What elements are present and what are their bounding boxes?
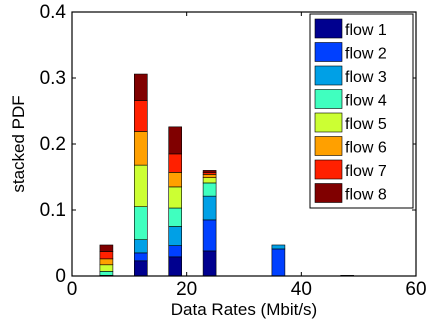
bar-segment-flow-3: [134, 239, 148, 254]
bar-segment-flow-8: [168, 126, 182, 155]
legend-label-flow-1: flow 1: [345, 22, 387, 39]
bar-segment-flow-5: [168, 186, 182, 209]
bar-segment-flow-1: [168, 256, 182, 277]
y-tick-label: 0.3: [40, 68, 66, 89]
bar-segment-flow-3: [271, 244, 286, 250]
bar-segment-flow-2: [134, 252, 148, 262]
bar-segment-flow-1: [202, 250, 217, 277]
x-tick-label: 20: [176, 279, 197, 300]
bar-segment-flow-3: [168, 226, 182, 246]
legend-label-flow-3: flow 3: [345, 69, 387, 86]
legend-label-flow-2: flow 2: [345, 46, 387, 63]
bar-segment-flow-1: [134, 260, 148, 277]
bar-segment-flow-2: [168, 245, 182, 258]
legend: flow 1 flow 2 flow 3 flow 4 flow 5 flow 6 flow…: [309, 13, 414, 209]
bar-segment-flow-6: [134, 131, 148, 166]
legend-label-flow-5: flow 5: [345, 116, 387, 133]
bar-segment-flow-7: [99, 251, 114, 260]
legend-swatch-flow-2: [314, 42, 343, 62]
legend-swatch-flow-7: [314, 159, 343, 180]
legend-swatch-flow-4: [314, 89, 343, 109]
bars-group: [99, 73, 355, 277]
legend-swatch-flow-8: [314, 183, 343, 203]
bar-segment-flow-8: [134, 73, 148, 101]
legend-label-flow-8: flow 8: [345, 187, 387, 204]
legend-swatch-flow-1: [314, 18, 343, 39]
bar-segment-flow-4: [134, 206, 148, 240]
ticks-group: 0 20 40 60 0 0.1 0.2 0.3 0.4: [40, 2, 427, 300]
legend-swatch-flow-6: [314, 136, 343, 156]
legend-label-flow-7: flow 7: [345, 163, 387, 180]
bar-segment-flow-7: [134, 100, 148, 132]
bar-segment-flow-2: [271, 248, 286, 277]
bar-segment-flow-6: [168, 172, 182, 188]
y-tick-label: 0.1: [40, 200, 66, 221]
bar-segment-flow-8: [99, 244, 114, 252]
x-tick-label: 0: [67, 279, 78, 300]
x-tick-label: 60: [405, 279, 426, 300]
legend-swatch-flow-3: [314, 65, 343, 86]
y-axis-label: stacked PDF: [9, 95, 28, 192]
bar-segment-flow-3: [202, 195, 217, 221]
legend-swatch-flow-5: [314, 112, 343, 133]
bar-segment-flow-2: [202, 219, 217, 252]
bar-segment-flow-4: [202, 182, 217, 197]
y-tick-label: 0.2: [40, 134, 66, 155]
bar-segment-flow-6: [202, 174, 217, 178]
bar-segment-flow-4: [168, 207, 182, 227]
bar-segment-flow-5: [99, 264, 114, 272]
y-tick-label: 0: [55, 266, 66, 287]
legend-label-flow-4: flow 4: [345, 93, 387, 110]
bar-segment-flow-5: [134, 164, 148, 207]
bar-segment-flow-7: [168, 153, 182, 173]
bar-segment-flow-6: [99, 258, 114, 266]
plot-frame: [71, 11, 417, 277]
y-tick-label: 0.4: [40, 2, 67, 23]
legend-label-flow-6: flow 6: [345, 140, 387, 157]
x-tick-label: 40: [291, 279, 312, 300]
bar-segment-flow-5: [202, 177, 217, 184]
x-axis-label: Data Rates (Mbit/s): [171, 300, 317, 319]
bar-segment-flow-8: [202, 170, 217, 173]
